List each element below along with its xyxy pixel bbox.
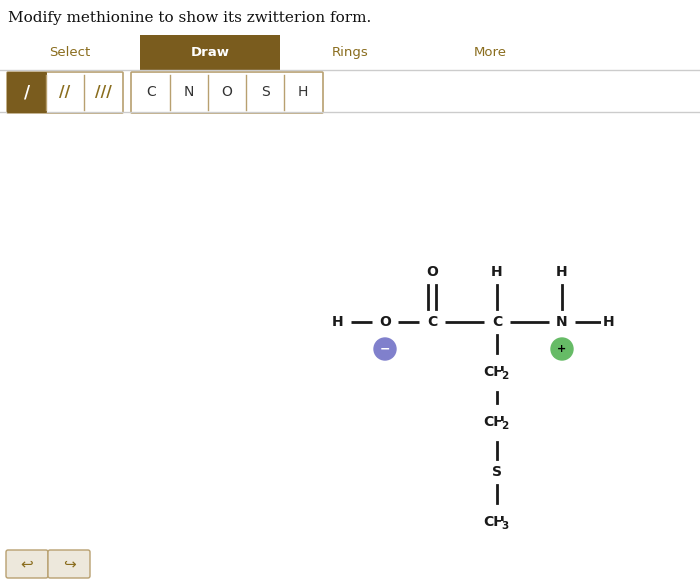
Text: C: C — [492, 315, 502, 329]
FancyBboxPatch shape — [7, 72, 47, 113]
Text: O: O — [426, 265, 438, 279]
Text: ↩: ↩ — [20, 556, 34, 571]
Text: H: H — [603, 315, 615, 329]
Circle shape — [374, 338, 396, 360]
Bar — [420, 35, 560, 70]
Bar — [0, 35, 140, 70]
FancyBboxPatch shape — [7, 72, 123, 113]
Text: CH: CH — [483, 365, 505, 379]
Text: Draw: Draw — [190, 46, 230, 59]
Text: S: S — [260, 85, 270, 100]
Text: O: O — [222, 85, 232, 100]
Text: Select: Select — [50, 46, 90, 59]
Text: +: + — [557, 344, 566, 354]
Text: S: S — [492, 465, 502, 479]
Text: ///: /// — [94, 85, 111, 100]
Text: CH: CH — [483, 515, 505, 529]
Text: 2: 2 — [501, 371, 509, 381]
Text: More: More — [473, 46, 507, 59]
Text: //: // — [60, 85, 71, 100]
Text: H: H — [491, 265, 503, 279]
Text: H: H — [556, 265, 568, 279]
Text: CH: CH — [483, 415, 505, 429]
Text: Modify methionine to show its zwitterion form.: Modify methionine to show its zwitterion… — [8, 11, 371, 25]
Text: O: O — [379, 315, 391, 329]
Text: C: C — [146, 85, 156, 100]
Text: ↪: ↪ — [62, 556, 76, 571]
Text: H: H — [298, 85, 308, 100]
Bar — [140, 35, 280, 70]
FancyBboxPatch shape — [6, 550, 48, 578]
Text: Rings: Rings — [332, 46, 368, 59]
Text: −: − — [379, 343, 391, 356]
Text: 2: 2 — [501, 421, 509, 431]
Text: 3: 3 — [501, 521, 509, 531]
Text: N: N — [184, 85, 194, 100]
Circle shape — [551, 338, 573, 360]
Text: H: H — [332, 315, 344, 329]
FancyBboxPatch shape — [131, 72, 323, 113]
Text: /: / — [24, 84, 30, 102]
Text: N: N — [556, 315, 568, 329]
Bar — [280, 35, 420, 70]
FancyBboxPatch shape — [48, 550, 90, 578]
Text: C: C — [427, 315, 437, 329]
